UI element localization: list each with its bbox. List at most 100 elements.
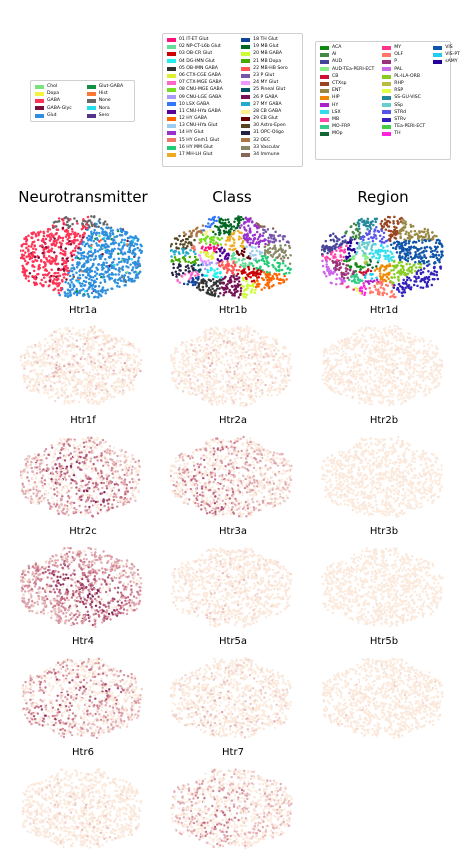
embedding-point [406, 259, 410, 263]
embedding-point [54, 220, 57, 223]
embedding-point [98, 256, 102, 260]
embedding-point [239, 244, 243, 248]
expression-point [71, 342, 74, 345]
embedding-point [436, 277, 440, 281]
expression-point [208, 371, 211, 374]
embedding-point [193, 238, 196, 242]
embedding-point [66, 266, 70, 270]
expression-point [76, 361, 79, 365]
embedding-point [52, 234, 55, 237]
embedding-point [121, 265, 125, 269]
embedding-point [216, 267, 219, 271]
embedding-point [117, 269, 120, 272]
legend-entry: 27 MY GABA [241, 102, 298, 108]
embedding-point [390, 259, 394, 262]
embedding-point [362, 270, 366, 274]
embedding-point [384, 267, 388, 270]
embedding-point [369, 273, 372, 276]
legend-entry: 23 P Glut [241, 73, 298, 79]
expression-point [87, 390, 90, 393]
embedding-point [177, 272, 181, 276]
embedding-point [82, 254, 86, 258]
expression-point [286, 371, 289, 374]
embedding-point [44, 246, 48, 249]
embedding-point [244, 216, 248, 219]
embedding-point [207, 259, 210, 262]
legend-label: LSX [332, 109, 341, 115]
embedding-point [97, 295, 100, 299]
embedding-point [182, 251, 185, 254]
embedding-point [71, 222, 74, 226]
embedding-point [127, 279, 130, 282]
embedding-point [197, 282, 201, 285]
embedding-point [67, 241, 70, 245]
embedding-point [356, 222, 360, 225]
legend-entry: STRv [382, 117, 425, 123]
expression-point [121, 393, 124, 396]
embedding-point [241, 277, 245, 280]
embedding-point [134, 276, 137, 280]
embedding-point [369, 269, 373, 273]
embedding-point [222, 293, 225, 297]
expression-point [232, 402, 236, 406]
expression-point [192, 381, 195, 384]
embedding-point [30, 243, 34, 246]
embedding-point [132, 238, 135, 242]
embedding-point [358, 218, 362, 222]
embedding-point [52, 274, 56, 278]
expression-point [240, 366, 243, 369]
legend-label: RSP [394, 88, 404, 94]
embedding-point [332, 255, 335, 258]
expression-point [52, 357, 55, 361]
expression-point [211, 395, 214, 398]
expression-point [92, 327, 95, 330]
embedding-point [114, 241, 117, 244]
embedding-point [387, 254, 391, 257]
embedding-point [389, 250, 392, 253]
embedding-point [68, 236, 71, 239]
embedding-point [271, 227, 275, 230]
embedding-point [257, 245, 261, 248]
embedding-point [223, 291, 226, 295]
embedding-point [104, 292, 107, 295]
legend-entry: TEa-PERI-ECT [382, 124, 425, 130]
expression-point [41, 369, 44, 372]
embedding-point [393, 225, 396, 229]
embedding-point [216, 244, 220, 247]
expression-point [240, 351, 243, 354]
embedding-point [114, 273, 117, 276]
expression-point [37, 341, 41, 344]
embedding-point [336, 239, 339, 243]
expression-point [210, 389, 213, 392]
expression-point [221, 355, 225, 359]
embedding-point [42, 234, 46, 238]
panel-title-htr1b: Htr1b [218, 305, 248, 316]
embedding-point [138, 270, 142, 274]
expression-point [177, 370, 180, 373]
embedding-point [276, 261, 279, 265]
embedding-point [206, 268, 209, 272]
embedding-point [42, 254, 46, 257]
embedding-point [89, 258, 92, 261]
embedding-point [248, 272, 252, 275]
embedding-point [271, 255, 274, 258]
legend-swatch [167, 116, 176, 121]
embedding-point [274, 272, 278, 276]
legend-entry: OLF [382, 52, 425, 58]
embedding-point [366, 217, 370, 221]
embedding-point [54, 225, 58, 228]
expression-point [60, 374, 63, 378]
embedding-point [422, 251, 425, 254]
embedding-point [123, 284, 126, 287]
expression-point [97, 377, 100, 380]
legend-entry: MO-FRP [320, 124, 374, 130]
embedding-point [416, 249, 419, 252]
embedding-point [379, 222, 383, 226]
embedding-point [244, 262, 247, 265]
embedding-point [232, 252, 235, 255]
embedding-point [331, 250, 334, 254]
expression-point [56, 353, 60, 356]
embedding-point [101, 252, 104, 256]
embedding-point [43, 264, 47, 268]
expression-point [269, 350, 273, 353]
